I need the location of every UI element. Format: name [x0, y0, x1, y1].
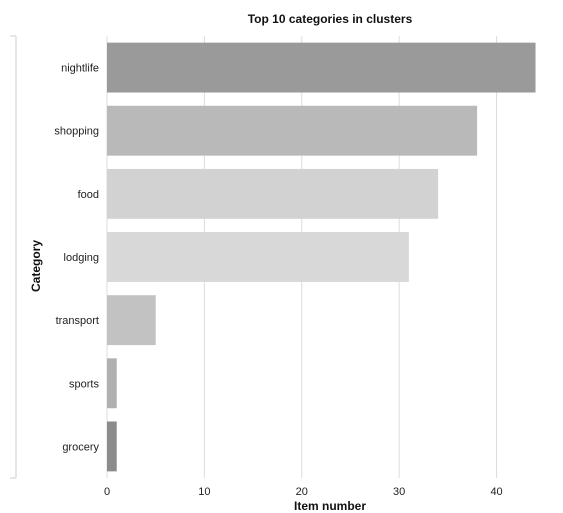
x-tick-labels: 0 10 20 30 40	[104, 486, 503, 498]
x-tick-label: 40	[490, 486, 502, 498]
y-tick-label-nightlife: nightlife	[61, 63, 99, 75]
y-axis-label: Category	[29, 240, 43, 292]
bar-nightlife	[107, 42, 536, 93]
bar-sports	[107, 358, 117, 409]
x-tick-label: 10	[198, 486, 210, 498]
y-tick-label-sports: sports	[69, 378, 99, 390]
x-axis-label: Item number	[294, 499, 366, 513]
y-tick-labels: nightlife shopping food lodging transport spo…	[54, 63, 99, 454]
x-tick-label: 30	[393, 486, 405, 498]
bar-grocery	[107, 421, 117, 472]
y-tick-label-lodging: lodging	[64, 252, 99, 264]
x-tick-label: 20	[296, 486, 308, 498]
bar-lodging	[107, 232, 409, 282]
bar-transport	[107, 295, 156, 346]
bar-food	[107, 168, 439, 219]
y-tick-label-grocery: grocery	[62, 441, 99, 453]
bar-shopping	[107, 105, 478, 156]
y-tick-label-food: food	[78, 189, 99, 201]
x-tick-label: 0	[104, 486, 110, 498]
y-tick-label-transport: transport	[56, 315, 99, 327]
chart-title: Top 10 categories in clusters	[248, 12, 413, 26]
bar-layer	[107, 42, 536, 472]
y-tick-label-shopping: shopping	[54, 126, 99, 138]
